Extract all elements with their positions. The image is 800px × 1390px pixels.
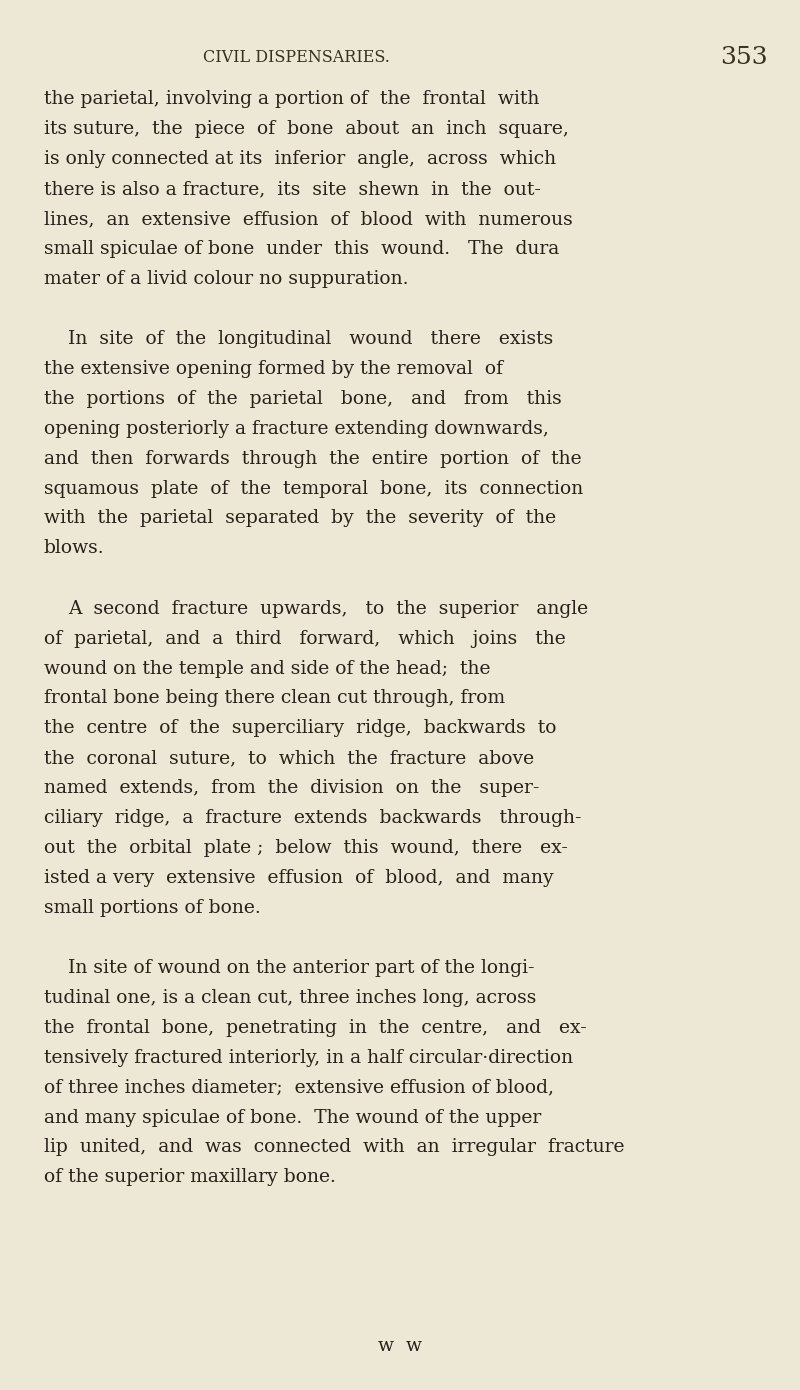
Text: frontal bone being there clean cut through, from: frontal bone being there clean cut throu… bbox=[44, 689, 505, 708]
Text: the  coronal  suture,  to  which  the  fracture  above: the coronal suture, to which the fractur… bbox=[44, 749, 534, 767]
Text: isted a very  extensive  effusion  of  blood,  and  many: isted a very extensive effusion of blood… bbox=[44, 869, 554, 887]
Text: and many spiculae of bone.  The wound of the upper: and many spiculae of bone. The wound of … bbox=[44, 1108, 542, 1126]
Text: the  portions  of  the  parietal   bone,   and   from   this: the portions of the parietal bone, and f… bbox=[44, 389, 562, 407]
Text: with  the  parietal  separated  by  the  severity  of  the: with the parietal separated by the sever… bbox=[44, 509, 556, 527]
Text: In  site  of  the  longitudinal   wound   there   exists: In site of the longitudinal wound there … bbox=[68, 329, 554, 348]
Text: lines,  an  extensive  effusion  of  blood  with  numerous: lines, an extensive effusion of blood wi… bbox=[44, 210, 573, 228]
Text: tudinal one, is a clean cut, three inches long, across: tudinal one, is a clean cut, three inche… bbox=[44, 988, 536, 1006]
Text: w  w: w w bbox=[378, 1337, 422, 1355]
Text: the parietal, involving a portion of  the  frontal  with: the parietal, involving a portion of the… bbox=[44, 90, 539, 108]
Text: small spiculae of bone  under  this  wound.   The  dura: small spiculae of bone under this wound.… bbox=[44, 239, 559, 257]
Text: ciliary  ridge,  a  fracture  extends  backwards   through-: ciliary ridge, a fracture extends backwa… bbox=[44, 809, 582, 827]
Text: out  the  orbital  plate ;  below  this  wound,  there   ex-: out the orbital plate ; below this wound… bbox=[44, 838, 568, 856]
Text: tensively fractured interiorly, in a half circular·direction: tensively fractured interiorly, in a hal… bbox=[44, 1048, 573, 1066]
Text: is only connected at its  inferior  angle,  across  which: is only connected at its inferior angle,… bbox=[44, 150, 556, 168]
Text: small portions of bone.: small portions of bone. bbox=[44, 898, 261, 916]
Text: and  then  forwards  through  the  entire  portion  of  the: and then forwards through the entire por… bbox=[44, 449, 582, 467]
Text: the extensive opening formed by the removal  of: the extensive opening formed by the remo… bbox=[44, 360, 503, 378]
Text: lip  united,  and  was  connected  with  an  irregular  fracture: lip united, and was connected with an ir… bbox=[44, 1138, 625, 1156]
Text: the  frontal  bone,  penetrating  in  the  centre,   and   ex-: the frontal bone, penetrating in the cen… bbox=[44, 1019, 586, 1037]
Text: of  parietal,  and  a  third   forward,   which   joins   the: of parietal, and a third forward, which … bbox=[44, 630, 566, 648]
Text: wound on the temple and side of the head;  the: wound on the temple and side of the head… bbox=[44, 659, 490, 677]
Text: its suture,  the  piece  of  bone  about  an  inch  square,: its suture, the piece of bone about an i… bbox=[44, 121, 569, 138]
Text: CIVIL DISPENSARIES.: CIVIL DISPENSARIES. bbox=[202, 49, 390, 65]
Text: of the superior maxillary bone.: of the superior maxillary bone. bbox=[44, 1168, 336, 1186]
Text: 353: 353 bbox=[720, 46, 768, 70]
Text: opening posteriorly a fracture extending downwards,: opening posteriorly a fracture extending… bbox=[44, 420, 549, 438]
Text: there is also a fracture,  its  site  shewn  in  the  out-: there is also a fracture, its site shewn… bbox=[44, 179, 541, 197]
Text: squamous  plate  of  the  temporal  bone,  its  connection: squamous plate of the temporal bone, its… bbox=[44, 480, 583, 498]
Text: the  centre  of  the  superciliary  ridge,  backwards  to: the centre of the superciliary ridge, ba… bbox=[44, 719, 557, 737]
Text: named  extends,  from  the  division  on  the   super-: named extends, from the division on the … bbox=[44, 778, 539, 796]
Text: of three inches diameter;  extensive effusion of blood,: of three inches diameter; extensive effu… bbox=[44, 1079, 554, 1097]
Text: mater of a livid colour no suppuration.: mater of a livid colour no suppuration. bbox=[44, 270, 409, 288]
Text: blows.: blows. bbox=[44, 539, 105, 557]
Text: A  second  fracture  upwards,   to  the  superior   angle: A second fracture upwards, to the superi… bbox=[68, 599, 588, 617]
Text: In site of wound on the anterior part of the longi-: In site of wound on the anterior part of… bbox=[68, 959, 534, 977]
